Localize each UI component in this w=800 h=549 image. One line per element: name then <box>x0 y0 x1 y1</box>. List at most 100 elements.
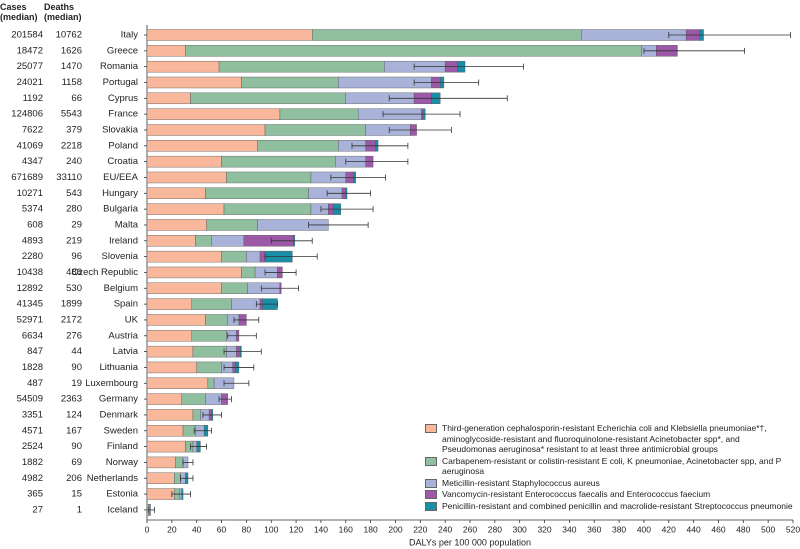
category-label: Sweden <box>104 425 138 436</box>
category-label: Poland <box>108 140 138 151</box>
error-bar <box>202 411 222 418</box>
bar-segment <box>279 108 359 120</box>
error-bar <box>180 475 194 482</box>
error-bar <box>308 221 369 228</box>
bar-segment <box>181 393 206 405</box>
x-tick-label: 220 <box>413 524 427 534</box>
bar-segment <box>146 108 281 120</box>
bar-segment <box>146 298 192 310</box>
bar-segment <box>146 235 196 247</box>
error-bar <box>260 285 299 292</box>
cases-label: 608 <box>27 219 43 230</box>
deaths-label: 1626 <box>61 45 82 56</box>
bar-segment <box>146 282 222 294</box>
category-label: Denmark <box>99 409 138 420</box>
cases-label: 4982 <box>22 473 43 484</box>
error-bar <box>326 190 372 197</box>
bar-segment <box>146 92 191 105</box>
deaths-label: 2363 <box>61 394 82 405</box>
legend-swatch <box>425 501 437 511</box>
cases-label: 41069 <box>17 140 43 151</box>
category-label: Norway <box>106 457 138 468</box>
category-label: Finland <box>107 441 138 452</box>
bar-segment <box>221 250 247 263</box>
error-bar <box>223 348 262 355</box>
cases-label: 10271 <box>17 188 43 199</box>
legend-swatch <box>425 490 437 499</box>
bar-segment <box>146 140 258 152</box>
bar-segment <box>146 488 175 500</box>
legend-label: Penicillin-resistant and combined penici… <box>442 500 793 511</box>
bar-segment <box>146 203 225 215</box>
error-bar <box>388 126 452 133</box>
legend-swatch <box>425 424 437 433</box>
bar-segment <box>264 124 366 136</box>
legend-item: Carbapenem-resistant or colistin-resista… <box>425 456 793 477</box>
bar-segment <box>312 29 583 41</box>
error-bar <box>147 506 155 513</box>
bar-segment <box>146 219 207 231</box>
bar-segment <box>191 298 232 310</box>
deaths-label: 10762 <box>56 30 82 41</box>
x-tick-label: 200 <box>388 524 402 534</box>
error-bar <box>182 459 194 466</box>
bar-segment <box>185 45 642 57</box>
bar-segment <box>182 425 196 437</box>
bar-segment <box>146 187 206 200</box>
legend-swatch <box>425 478 437 488</box>
deaths-label: 33110 <box>56 172 82 183</box>
cases-label: 27 <box>32 504 43 515</box>
deaths-label: 1899 <box>61 299 82 310</box>
category-label: Estonia <box>106 489 138 500</box>
error-bar <box>264 269 297 276</box>
x-tick-label: 20 <box>167 524 177 534</box>
error-bar <box>643 47 745 54</box>
deaths-label: 2218 <box>61 140 82 151</box>
deaths-label: 96 <box>71 251 82 262</box>
bar-segment <box>146 425 184 437</box>
cases-label: 4347 <box>22 156 43 167</box>
x-tick-label: 0 <box>145 524 150 534</box>
x-tick-label: 180 <box>364 524 378 534</box>
category-label: Italy <box>121 30 139 41</box>
deaths-label: 5543 <box>61 109 82 120</box>
error-bar <box>223 380 250 387</box>
category-label: Greece <box>107 45 138 56</box>
legend-label: Meticillin-resistant Staphylococcus aure… <box>442 477 600 488</box>
error-bar <box>351 142 409 149</box>
x-tick-label: 400 <box>637 524 651 534</box>
deaths-label: 15 <box>71 489 82 500</box>
x-tick-label: 420 <box>662 524 676 534</box>
bar-segment <box>192 409 201 421</box>
deaths-header: Deaths (median) <box>44 2 82 22</box>
error-bar <box>264 253 318 260</box>
bar-segment <box>195 235 212 247</box>
category-label: France <box>108 109 138 120</box>
error-bar <box>330 174 386 181</box>
category-label: Bulgaria <box>103 204 139 215</box>
bar-segment <box>146 45 186 57</box>
cases-label: 1192 <box>23 93 43 104</box>
bar-segment <box>205 187 309 200</box>
category-label: Malta <box>115 219 139 230</box>
cases-label: 3351 <box>22 409 43 420</box>
bar-segment <box>223 203 312 215</box>
cases-label: 1828 <box>22 362 43 373</box>
category-label: Spain <box>114 299 138 310</box>
category-label: Belgium <box>104 283 138 294</box>
cases-label: 201584 <box>11 30 43 41</box>
bar-segment <box>146 393 182 405</box>
bar-segment <box>190 92 346 105</box>
bar-segment <box>146 171 227 184</box>
deaths-label: 90 <box>71 362 82 373</box>
category-label: Slovakia <box>102 124 139 135</box>
bar-segment <box>146 472 175 484</box>
x-tick-label: 140 <box>314 524 328 534</box>
category-label: Croatia <box>107 156 138 167</box>
cases-label: 847 <box>27 346 43 357</box>
deaths-label: 379 <box>66 124 82 135</box>
x-tick-label: 300 <box>513 524 527 534</box>
x-tick-label: 160 <box>339 524 353 534</box>
deaths-label: 206 <box>66 473 82 484</box>
